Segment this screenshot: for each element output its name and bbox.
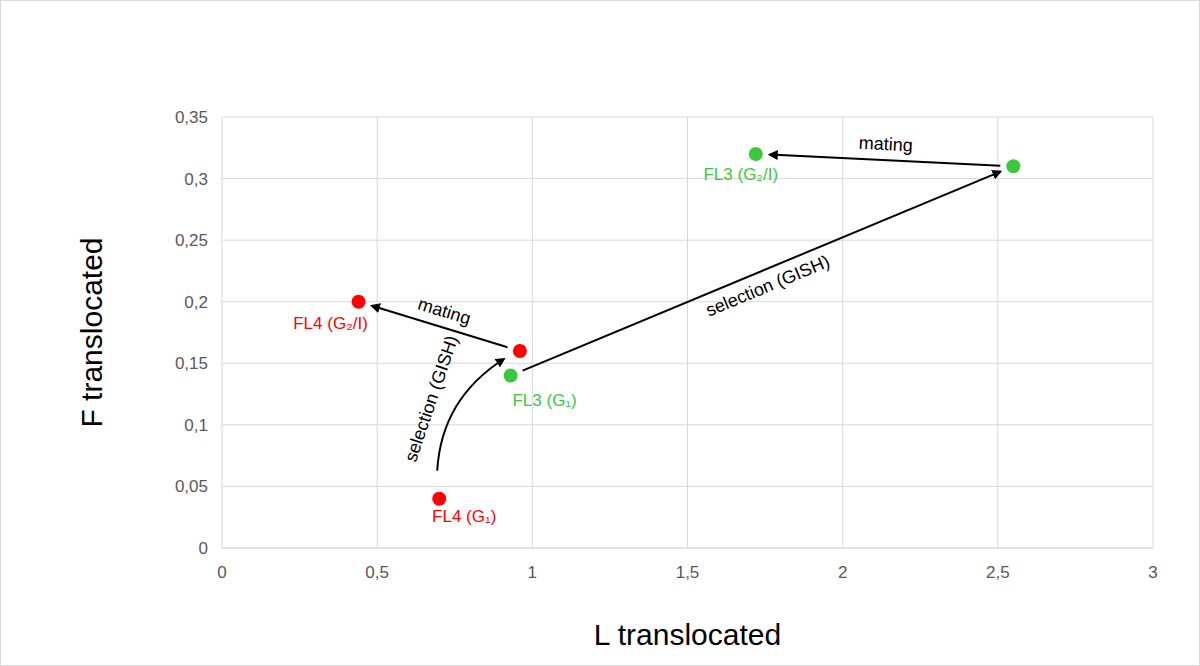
point-label: FL3 (G₂/I) [703, 165, 778, 184]
annotation-text: selection (GISH) [401, 333, 463, 464]
point [513, 344, 527, 358]
annotations: selection (GISH) mating selection (GISH) ma… [372, 133, 1000, 471]
y-tick-label: 0,1 [184, 416, 208, 435]
point [1006, 159, 1020, 173]
y-tick-label: 0,25 [175, 231, 208, 250]
x-tick-label: 3 [1148, 563, 1157, 582]
point [504, 369, 518, 383]
x-axis-line [222, 548, 1153, 549]
x-grid-line [222, 117, 223, 548]
x-tick-label: 0,5 [365, 563, 389, 582]
x-tick-label: 2,5 [986, 563, 1010, 582]
y-tick-label: 0,3 [184, 170, 208, 189]
x-axis-title: L translocated [594, 618, 781, 651]
x-tick-label: 0 [217, 563, 226, 582]
x-tick-label: 1 [528, 563, 537, 582]
chart: 0 0,05 0,1 0,15 0,2 0,25 0,3 0,35 0 0,5 1 1,5 2 2,5 3 L… [0, 0, 1200, 666]
point-label: FL3 (G₁) [512, 391, 576, 410]
y-axis-title: F translocated [75, 237, 108, 427]
y-tick-label: 0,35 [175, 108, 208, 127]
annotation-text: selection (GISH) [703, 251, 833, 320]
x-grid-line [842, 117, 843, 548]
x-grid-line [1153, 117, 1154, 548]
x-grid-line [687, 117, 688, 548]
y-tick-label: 0,2 [184, 293, 208, 312]
arrow [523, 172, 1001, 371]
x-grid-line [377, 117, 378, 548]
y-tick-label: 0,05 [175, 477, 208, 496]
y-tick-label: 0,15 [175, 354, 208, 373]
x-tick-label: 1,5 [676, 563, 700, 582]
chart-frame [1, 1, 1200, 666]
point-label: FL4 (G₁) [432, 507, 496, 526]
points [352, 147, 1021, 506]
annotation-text: mating [858, 133, 913, 156]
x-grid-line [997, 117, 998, 548]
point-label: FL4 (G₂/I) [293, 314, 368, 333]
y-tick-label: 0 [199, 539, 208, 558]
x-tick-label: 2 [838, 563, 847, 582]
arrow [770, 155, 1001, 166]
point [352, 295, 366, 309]
point [749, 147, 763, 161]
y-grid-line [222, 548, 1153, 549]
x-grid-line [532, 117, 533, 548]
annotation-text: mating [416, 294, 474, 329]
point [432, 492, 446, 506]
